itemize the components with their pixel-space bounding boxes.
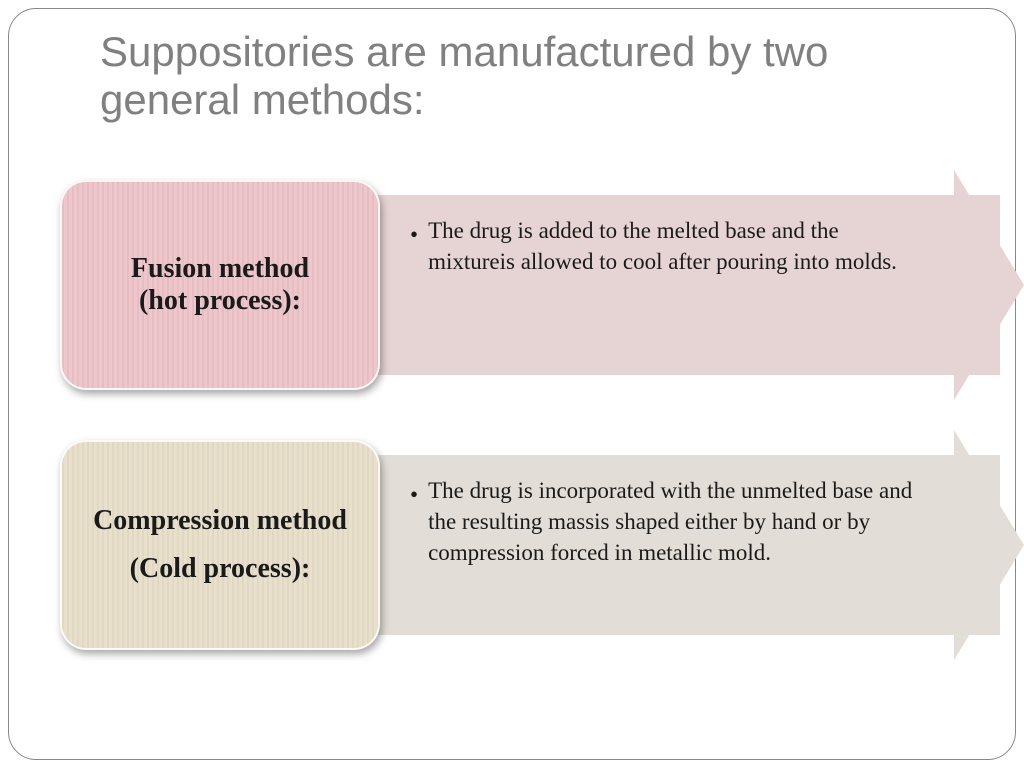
bullet-icon: • (410, 475, 418, 568)
method-description: • The drug is added to the melted base a… (410, 215, 920, 277)
method-label-line2: (hot process): (139, 285, 301, 317)
method-label-box: Fusion method (hot process): (60, 180, 380, 390)
method-label-box: Compression method (Cold process): (60, 440, 380, 650)
page-title: Suppositories are manufactured by two ge… (100, 28, 964, 125)
method-row-fusion: Fusion method (hot process): • The drug … (60, 170, 1024, 400)
method-description: • The drug is incorporated with the unme… (410, 475, 920, 568)
method-row-compression: Compression method (Cold process): • The… (60, 430, 1024, 660)
method-description-text: The drug is added to the melted base and… (428, 215, 920, 277)
method-label-line2: (Cold process): (130, 553, 311, 585)
arrow-head-icon (954, 430, 1024, 660)
arrow-head-icon (954, 170, 1024, 400)
method-description-text: The drug is incorporated with the unmelt… (428, 475, 920, 568)
method-label-line1: Compression method (93, 505, 347, 537)
method-label-line1: Fusion method (131, 253, 309, 285)
bullet-icon: • (410, 215, 418, 277)
